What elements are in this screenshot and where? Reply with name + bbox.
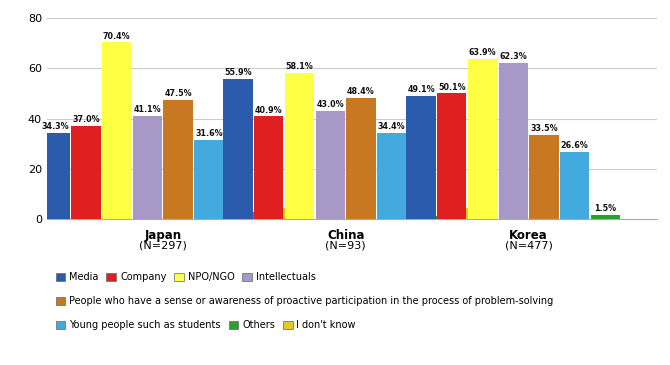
Bar (194, 140, 224, 219)
Bar (408, 216, 437, 219)
Text: 1.5%: 1.5% (594, 204, 616, 214)
Text: Japan: Japan (144, 229, 182, 242)
Text: 31.6%: 31.6% (195, 129, 222, 138)
Text: (N=297): (N=297) (139, 240, 187, 250)
Bar (439, 208, 468, 219)
Bar (254, 116, 283, 219)
Text: 48.4%: 48.4% (347, 87, 375, 96)
Bar (102, 42, 131, 219)
Text: 34.4%: 34.4% (378, 122, 405, 131)
Text: 41.1%: 41.1% (133, 105, 161, 114)
Text: 33.5%: 33.5% (530, 124, 557, 133)
Text: (N=93): (N=93) (326, 240, 366, 250)
Text: 63.9%: 63.9% (468, 48, 496, 57)
Bar (498, 63, 528, 219)
Text: 34.3%: 34.3% (42, 122, 69, 131)
Bar (437, 93, 466, 219)
Bar (346, 97, 376, 219)
Bar (591, 215, 620, 219)
Text: 62.3%: 62.3% (499, 52, 527, 61)
Bar (41, 133, 70, 219)
Text: 58.1%: 58.1% (285, 62, 314, 72)
Text: 4.3%: 4.3% (442, 197, 464, 207)
Text: 1.1%: 1.1% (411, 205, 433, 215)
Bar (407, 96, 436, 219)
Text: 37.0%: 37.0% (72, 115, 100, 124)
Bar (256, 208, 285, 219)
Bar (163, 100, 193, 219)
Bar (316, 111, 345, 219)
Text: 2.7%: 2.7% (228, 201, 251, 211)
Text: 4.4%: 4.4% (259, 197, 281, 206)
Legend: Young people such as students, Others, I don't know: Young people such as students, Others, I… (52, 316, 360, 334)
Bar (71, 126, 100, 219)
Bar (133, 116, 162, 219)
Text: Korea: Korea (509, 229, 548, 242)
Text: 43.0%: 43.0% (316, 100, 344, 110)
Text: China: China (327, 229, 364, 242)
Bar (468, 59, 497, 219)
Bar (225, 212, 254, 219)
Text: 55.9%: 55.9% (224, 68, 252, 77)
Text: 50.1%: 50.1% (438, 82, 466, 92)
Bar (224, 79, 253, 219)
Text: 70.4%: 70.4% (103, 32, 131, 41)
Bar (560, 152, 590, 219)
Text: 49.1%: 49.1% (407, 85, 435, 94)
Text: 40.9%: 40.9% (255, 105, 283, 115)
Text: (N=477): (N=477) (505, 240, 553, 250)
Bar (529, 135, 559, 219)
Bar (285, 73, 314, 219)
Text: 47.5%: 47.5% (164, 89, 192, 98)
Bar (377, 133, 407, 219)
Text: 26.6%: 26.6% (561, 142, 588, 150)
